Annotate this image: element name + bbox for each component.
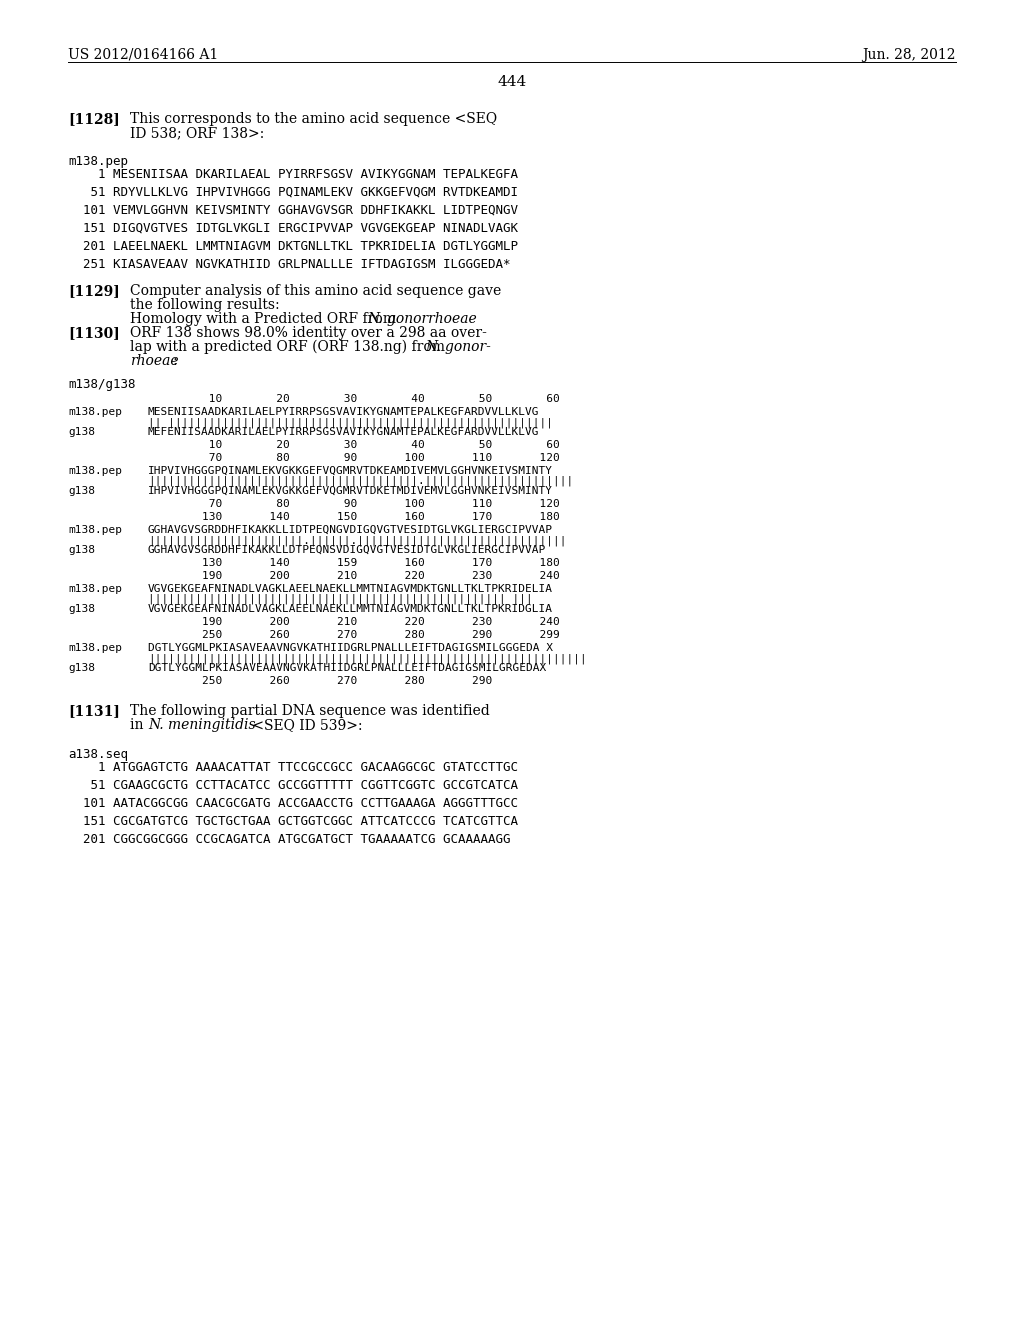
Text: |||||||||||||||||||||||||||||||||||||||||||||||||||||||||||||||||: ||||||||||||||||||||||||||||||||||||||||… [148, 653, 587, 664]
Text: 70        80        90       100       110       120: 70 80 90 100 110 120 [148, 453, 560, 463]
Text: ORF 138 shows 98.0% identity over a 298 aa over-: ORF 138 shows 98.0% identity over a 298 … [130, 326, 486, 341]
Text: VGVGEKGEAFNINADLVAGKLAEELNAEKLLMMTNIAGVMDKTGNLLTKLTPKRIDGLIA: VGVGEKGEAFNINADLVAGKLAEELNAEKLLMMTNIAGVM… [148, 605, 553, 614]
Text: N. gonorrhoeae: N. gonorrhoeae [367, 312, 477, 326]
Text: GGHAVGVSGRDDHFIKAKKLLIDTPEQNGVDIGQVGTVESIDTGLVKGLIERGCIPVVAP: GGHAVGVSGRDDHFIKAKKLLIDTPEQNGVDIGQVGTVES… [148, 525, 553, 535]
Text: VGVGEKGEAFNINADLVAGKLAEELNAEKLLMMTNIAGVMDKTGNLLTKLTPKRIDELIA: VGVGEKGEAFNINADLVAGKLAEELNAEKLLMMTNIAGVM… [148, 583, 553, 594]
Text: ID 538; ORF 138>:: ID 538; ORF 138>: [130, 125, 264, 140]
Text: lap with a predicted ORF (ORF 138.ng) from: lap with a predicted ORF (ORF 138.ng) fr… [130, 341, 450, 354]
Text: 51 RDYVLLKLVG IHPVIVHGGG PQINAMLEKV GKKGEFVQGM RVTDKEAMDI: 51 RDYVLLKLVG IHPVIVHGGG PQINAMLEKV GKKG… [68, 186, 518, 199]
Text: g138: g138 [68, 545, 95, 554]
Text: GGHAVGVSGRDDHFIKAKKLLDTPEQNSVDIGQVGTVESIDTGLVKGLIERGCIPVVAP: GGHAVGVSGRDDHFIKAKKLLDTPEQNSVDIGQVGTVESI… [148, 545, 546, 554]
Text: N. meningitidis: N. meningitidis [148, 718, 256, 733]
Text: || |||||||||||||||||||||||||||||||||||||||||||||||||||||||||: || |||||||||||||||||||||||||||||||||||||… [148, 417, 553, 428]
Text: The following partial DNA sequence was identified: The following partial DNA sequence was i… [130, 704, 489, 718]
Text: 190       200       210       220       230       240: 190 200 210 220 230 240 [148, 572, 560, 581]
Text: 1 MESENIISAA DKARILAEAL PYIRRFSGSV AVIKYGGNAM TEPALKEGFA: 1 MESENIISAA DKARILAEAL PYIRRFSGSV AVIKY… [68, 168, 518, 181]
Text: IHPVIVHGGGPQINAMLEKVGKKGEFVQGMRVTDKETMDIVEMVLGGHVNKEIVSMINTY: IHPVIVHGGGPQINAMLEKVGKKGEFVQGMRVTDKETMDI… [148, 486, 553, 496]
Text: N. gonor-: N. gonor- [425, 341, 490, 354]
Text: 130       140       159       160       170       180: 130 140 159 160 170 180 [148, 558, 560, 568]
Text: [1128]: [1128] [68, 112, 120, 125]
Text: ||||||||||||||||||||||||||||||||||||||||||||||||||||| |||: ||||||||||||||||||||||||||||||||||||||||… [148, 594, 532, 605]
Text: MEFENIISAADKARILAELPYIRRPSGSVAVIKYGNAMTEPALKEGFARDVVLLKLVG: MEFENIISAADKARILAELPYIRRPSGSVAVIKYGNAMTE… [148, 426, 540, 437]
Text: g138: g138 [68, 605, 95, 614]
Text: ||||||||||||||||||||||||||||||||||||||||.||||||||||||||||||||||: ||||||||||||||||||||||||||||||||||||||||… [148, 477, 573, 487]
Text: 250       260       270       280       290: 250 260 270 280 290 [148, 676, 493, 686]
Text: Homology with a Predicted ORF from: Homology with a Predicted ORF from [130, 312, 400, 326]
Text: m138.pep: m138.pep [68, 525, 122, 535]
Text: 51 CGAAGCGCTG CCTTACATCC GCCGGTTTTT CGGTTCGGTC GCCGTCATCA: 51 CGAAGCGCTG CCTTACATCC GCCGGTTTTT CGGT… [68, 779, 518, 792]
Text: m138.pep: m138.pep [68, 407, 122, 417]
Text: 101 AATACGGCGG CAACGCGATG ACCGAACCTG CCTTGAAAGA AGGGTTTGCC: 101 AATACGGCGG CAACGCGATG ACCGAACCTG CCT… [68, 797, 518, 810]
Text: g138: g138 [68, 663, 95, 673]
Text: m138.pep: m138.pep [68, 583, 122, 594]
Text: [1130]: [1130] [68, 326, 120, 341]
Text: rhoeae: rhoeae [130, 354, 178, 368]
Text: 201 LAEELNAEKL LMMTNIAGVM DKTGNLLTKL TPKRIDELIA DGTLYGGMLP: 201 LAEELNAEKL LMMTNIAGVM DKTGNLLTKL TPK… [68, 240, 518, 253]
Text: 10        20        30        40        50        60: 10 20 30 40 50 60 [148, 440, 560, 450]
Text: :: : [173, 354, 177, 368]
Text: 151 DIGQVGTVES IDTGLVKGLI ERGCIPVVAP VGVGEKGEAP NINADLVAGK: 151 DIGQVGTVES IDTGLVKGLI ERGCIPVVAP VGV… [68, 222, 518, 235]
Text: m138/g138: m138/g138 [68, 378, 135, 391]
Text: 201 CGGCGGCGGG CCGCAGATCA ATGCGATGCT TGAAAAATCG GCAAAAAGG: 201 CGGCGGCGGG CCGCAGATCA ATGCGATGCT TGA… [68, 833, 511, 846]
Text: 10        20        30        40        50        60: 10 20 30 40 50 60 [148, 393, 560, 404]
Text: DGTLYGGMLPKIASAVEAAVNGVKATHIIDGRLPNALLLEIFTDAGIGSMILGRGEDAX: DGTLYGGMLPKIASAVEAAVNGVKATHIIDGRLPNALLLE… [148, 663, 546, 673]
Text: DGTLYGGMLPKIASAVEAAVNGVKATHIIDGRLPNALLLEIFTDAGIGSMILGGGEDA X: DGTLYGGMLPKIASAVEAAVNGVKATHIIDGRLPNALLLE… [148, 643, 553, 653]
Text: 1 ATGGAGTCTG AAAACATTAT TTCCGCCGCC GACAAGGCGC GTATCCTTGC: 1 ATGGAGTCTG AAAACATTAT TTCCGCCGCC GACAA… [68, 762, 518, 774]
Text: 101 VEMVLGGHVN KEIVSMINTY GGHAVGVSGR DDHFIKAKKL LIDTPEQNGV: 101 VEMVLGGHVN KEIVSMINTY GGHAVGVSGR DDH… [68, 205, 518, 216]
Text: [1131]: [1131] [68, 704, 120, 718]
Text: m138.pep: m138.pep [68, 643, 122, 653]
Text: Computer analysis of this amino acid sequence gave: Computer analysis of this amino acid seq… [130, 284, 502, 298]
Text: Jun. 28, 2012: Jun. 28, 2012 [862, 48, 956, 62]
Text: 251 KIASAVEAAV NGVKATHIID GRLPNALLLE IFTDAGIGSM ILGGGEDA*: 251 KIASAVEAAV NGVKATHIID GRLPNALLLE IFT… [68, 257, 511, 271]
Text: |||||||||||||||||||||||.||||||.|||||||||||||||||||||||||||||||: |||||||||||||||||||||||.||||||.|||||||||… [148, 535, 566, 545]
Text: 130       140       150       160       170       180: 130 140 150 160 170 180 [148, 512, 560, 521]
Text: 151 CGCGATGTCG TGCTGCTGAA GCTGGTCGGC ATTCATCCCG TCATCGTTCA: 151 CGCGATGTCG TGCTGCTGAA GCTGGTCGGC ATT… [68, 814, 518, 828]
Text: the following results:: the following results: [130, 298, 280, 312]
Text: IHPVIVHGGGPQINAMLEKVGKKGEFVQGMRVTDKEAMDIVEMVLGGHVNKEIVSMINTY: IHPVIVHGGGPQINAMLEKVGKKGEFVQGMRVTDKEAMDI… [148, 466, 553, 477]
Text: 250       260       270       280       290       299: 250 260 270 280 290 299 [148, 630, 560, 640]
Text: 70        80        90       100       110       120: 70 80 90 100 110 120 [148, 499, 560, 510]
Text: 444: 444 [498, 75, 526, 88]
Text: MESENIISAADKARILAELPYIRRPSGSVAVIKYGNAMTEPALKEGFARDVVLLKLVG: MESENIISAADKARILAELPYIRRPSGSVAVIKYGNAMTE… [148, 407, 540, 417]
Text: 190       200       210       220       230       240: 190 200 210 220 230 240 [148, 616, 560, 627]
Text: g138: g138 [68, 486, 95, 496]
Text: [1129]: [1129] [68, 284, 120, 298]
Text: This corresponds to the amino acid sequence <SEQ: This corresponds to the amino acid seque… [130, 112, 497, 125]
Text: US 2012/0164166 A1: US 2012/0164166 A1 [68, 48, 218, 62]
Text: m138.pep: m138.pep [68, 154, 128, 168]
Text: <SEQ ID 539>:: <SEQ ID 539>: [248, 718, 362, 733]
Text: g138: g138 [68, 426, 95, 437]
Text: m138.pep: m138.pep [68, 466, 122, 477]
Text: in: in [130, 718, 147, 733]
Text: a138.seq: a138.seq [68, 748, 128, 762]
